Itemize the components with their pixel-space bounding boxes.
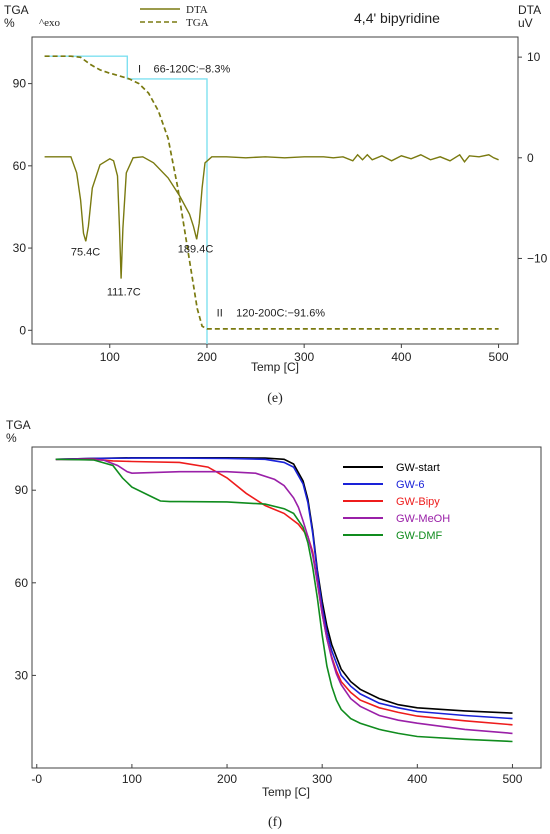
x-tick-label-f: 300 — [312, 772, 332, 786]
x-tick-label-f: 500 — [502, 772, 522, 786]
series-line-tga — [44, 55, 499, 330]
y-right-axis-label-e-line: DTA — [518, 3, 541, 17]
series-line-gw-meoh — [55, 458, 513, 735]
y-axis-label-f-line: TGA — [6, 418, 31, 432]
x-tick-label-f: -0 — [31, 772, 42, 786]
x-tick-label-e: 400 — [391, 350, 411, 364]
series-line-gw-bipy — [55, 458, 513, 726]
annotation-e: I — [138, 64, 141, 76]
y-axis-label-f: TGA% — [6, 418, 31, 445]
y-left-axis-label-e-line: TGA — [4, 3, 29, 17]
series-line-gw-6 — [55, 457, 513, 720]
y-right-axis-label-e-line: uV — [518, 16, 533, 30]
y-right-tick-label-e: 0 — [527, 151, 534, 165]
legend-label-gw-start: GW-start — [396, 462, 440, 474]
series-line-gw-start — [55, 456, 513, 714]
y-tick-label-f: 30 — [15, 668, 29, 682]
y-right-tick-label-e: −10 — [527, 251, 548, 265]
x-axis-label-e: Temp [C] — [251, 360, 299, 374]
x-tick-label-e: 100 — [100, 350, 120, 364]
legend-label-dta: DTA — [186, 4, 208, 16]
legend-label-tga: TGA — [186, 17, 209, 29]
y-axis-label-f-line: % — [6, 431, 17, 445]
caption-f: (f) — [268, 815, 282, 830]
series-line-gw-dmf — [55, 458, 513, 743]
legend-label-gw-meoh: GW-MeOH — [396, 513, 450, 525]
annotation-e: 66-120C:−8.3% — [154, 64, 231, 76]
annotation-e: 120-200C:−91.6% — [236, 308, 325, 320]
y-left-tick-label-e: 0 — [19, 323, 26, 337]
y-right-tick-label-e: 10 — [527, 50, 541, 64]
annotation-e: II — [217, 308, 223, 320]
plot-f-frame — [31, 446, 542, 769]
x-tick-label-e: 200 — [197, 350, 217, 364]
series-line-dta — [44, 153, 499, 279]
chart-title-e: 4,4' bipyridine — [354, 10, 440, 26]
step-guide-line — [44, 55, 208, 344]
x-tick-label-e: 300 — [294, 350, 314, 364]
y-tick-label-f: 60 — [15, 576, 29, 590]
y-left-axis-label-e-line: % — [4, 16, 15, 30]
legend-label-gw-bipy: GW-Bipy — [396, 496, 440, 508]
annotation-e: 189.4C — [178, 243, 214, 255]
plot-e-frame — [31, 36, 519, 345]
annotation-e: 111.7C — [107, 287, 141, 299]
caption-e: (e) — [267, 391, 283, 406]
y-left-tick-label-e: 30 — [13, 241, 27, 255]
y-left-tick-label-e: 90 — [13, 77, 27, 91]
y-left-tick-label-e: 60 — [13, 159, 27, 173]
x-tick-label-f: 100 — [122, 772, 142, 786]
x-tick-label-e: 500 — [489, 350, 509, 364]
legend-label-gw-6: GW-6 — [396, 479, 425, 491]
legend-label-gw-dmf: GW-DMF — [396, 530, 443, 542]
x-axis-label-f: Temp [C] — [262, 785, 310, 799]
y-right-axis-label-e: DTA uV — [518, 3, 541, 30]
x-tick-label-f: 400 — [407, 772, 427, 786]
x-tick-label-f: 200 — [217, 772, 237, 786]
y-left-axis-label-e: TGA% — [4, 3, 29, 30]
exo-label: ^exo — [39, 17, 61, 29]
annotation-e: 75.4C — [71, 246, 100, 258]
y-tick-label-f: 90 — [15, 483, 29, 497]
